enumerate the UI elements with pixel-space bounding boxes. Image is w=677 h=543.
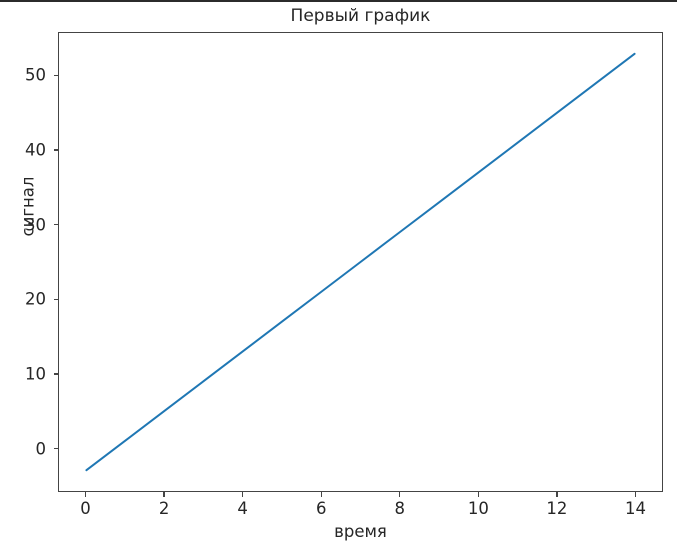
x-tick-label: 14 <box>625 499 646 518</box>
y-tick-mark <box>53 149 58 151</box>
y-tick-mark <box>53 373 58 375</box>
chart-title: Первый график <box>290 6 431 26</box>
line-series-signal <box>86 54 634 470</box>
x-axis-label: время <box>334 522 387 541</box>
x-tick-label: 12 <box>546 499 568 518</box>
y-tick-label: 40 <box>25 140 46 160</box>
x-tick-mark <box>556 492 558 497</box>
y-tick-label: 0 <box>35 439 47 459</box>
x-tick-label: 0 <box>80 499 91 518</box>
y-tick-label: 20 <box>25 289 46 309</box>
x-tick-label: 4 <box>237 499 248 518</box>
line-series-svg <box>59 33 662 491</box>
x-tick-mark <box>84 492 87 497</box>
y-tick-mark <box>53 223 58 226</box>
y-tick-label: 10 <box>25 364 46 384</box>
x-tick-mark <box>163 492 165 497</box>
y-tick-mark <box>53 298 58 301</box>
x-tick-mark <box>320 492 322 497</box>
x-tick-mark <box>477 492 480 497</box>
x-tick-mark <box>241 492 244 497</box>
x-tick-label: 8 <box>394 499 406 518</box>
x-tick-label: 2 <box>158 499 170 518</box>
x-tick-label: 10 <box>467 499 489 518</box>
x-tick-label: 6 <box>315 499 327 518</box>
y-tick-label: 50 <box>25 65 46 85</box>
y-tick-mark <box>53 447 58 450</box>
x-tick-mark <box>634 492 637 497</box>
plot-axes <box>58 32 663 492</box>
y-axis-label: сигнал <box>18 176 38 237</box>
y-tick-label: 30 <box>25 215 46 235</box>
y-tick-mark <box>53 74 58 76</box>
plot-data-surface <box>59 33 662 491</box>
x-tick-mark <box>399 492 401 497</box>
